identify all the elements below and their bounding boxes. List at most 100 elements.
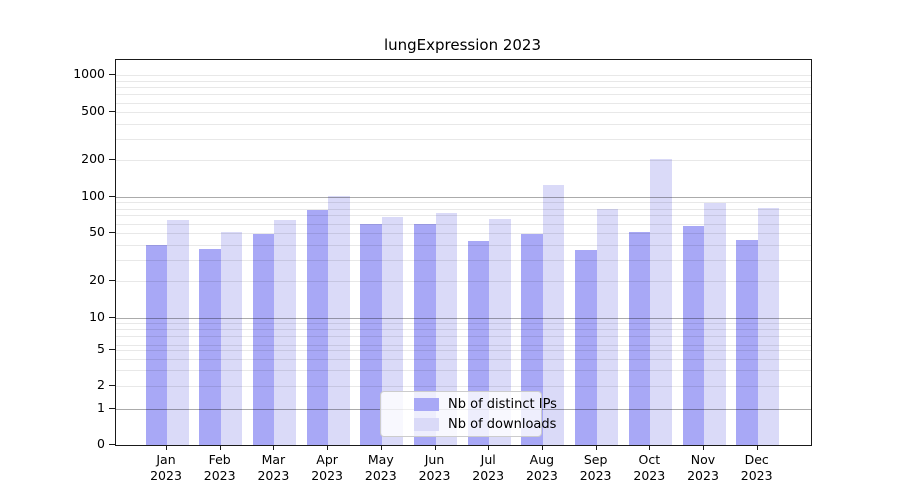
bar-oct-nb-of-distinct-ips [628,232,651,445]
y-gridline-minor [116,349,811,351]
x-tick-label: Jan 2023 [150,452,182,483]
bar-may-nb-of-downloads [381,217,404,445]
x-tick-mark [595,445,597,450]
bar-mar-nb-of-downloads [274,220,296,445]
y-tick-mark [109,111,115,113]
y-tick-label: 200 [81,151,105,167]
x-tick-mark [488,445,490,450]
y-gridline-minor [116,281,811,283]
y-tick-label: 2 [97,377,105,392]
y-tick-mark [109,444,115,445]
y-tick-mark [109,159,115,161]
x-tick-mark [434,445,436,450]
bar-nov-nb-of-distinct-ips [682,226,704,445]
x-tick-label: Dec 2023 [740,452,773,483]
y-tick-mark [109,385,115,386]
x-tick-label: Aug 2023 [525,452,558,483]
bar-dec-nb-of-distinct-ips [736,239,758,445]
x-tick-label: Sep 2023 [579,452,612,483]
y-tick-label: 1 [97,399,105,415]
y-gridline-minor [116,123,811,125]
y-gridline-major [116,196,811,198]
bar-dec-nb-of-downloads [757,208,780,445]
bar-jul-nb-of-downloads [489,218,511,445]
x-tick-label: May 2023 [364,452,397,483]
x-tick-label: Oct 2023 [633,452,666,483]
y-tick-label: 20 [89,272,105,288]
y-tick-mark [109,74,115,75]
y-tick-mark [109,232,115,234]
x-tick-mark [541,445,543,450]
y-gridline-minor [116,94,811,96]
x-tick-label: Jul 2023 [472,452,505,483]
y-gridline-minor [116,81,811,83]
x-tick-label: Feb 2023 [203,452,236,483]
y-tick-label: 50 [89,224,105,240]
y-gridline-minor [116,386,811,387]
y-tick-label: 5 [97,340,105,356]
bar-jan-nb-of-distinct-ips [145,244,167,445]
legend-item-distinct-ips: Nb of distinct IPs [381,396,557,413]
bar-feb-nb-of-downloads [220,232,243,445]
bar-sep-nb-of-downloads [596,209,619,445]
y-gridline-minor [116,233,811,235]
x-tick-label: Jun 2023 [418,452,451,483]
x-tick-mark [380,445,382,450]
y-gridline-minor [116,112,811,114]
legend-swatch-downloads [414,417,439,431]
legend-item-downloads: Nb of downloads [381,416,556,433]
bar-oct-nb-of-downloads [650,159,672,445]
x-tick-mark [327,445,329,450]
y-gridline-minor [116,102,811,104]
y-gridline-major [116,317,811,319]
y-gridline-minor [116,223,811,225]
y-tick-label: 0 [97,436,105,451]
y-tick-label: 1000 [73,66,105,81]
y-gridline-minor [116,336,811,338]
y-gridline-minor [116,323,811,325]
bar-jan-nb-of-downloads [167,220,189,445]
bar-nov-nb-of-downloads [704,203,726,445]
x-tick-mark [219,445,221,450]
bar-sep-nb-of-distinct-ips [575,250,597,445]
y-gridline-minor [116,202,811,204]
legend-label-downloads: Nb of downloads [448,416,557,432]
y-gridline-minor [116,329,811,331]
x-tick-mark [703,445,704,450]
bar-mar-nb-of-distinct-ips [252,234,275,445]
x-tick-label: Mar 2023 [257,452,290,483]
y-tick-mark [109,407,115,409]
x-tick-label: Nov 2023 [687,452,719,483]
legend: Nb of distinct IPs Nb of downloads [380,391,557,437]
x-tick-mark [649,445,651,450]
legend-label-distinct-ips: Nb of distinct IPs [448,396,557,412]
y-gridline-minor [116,160,811,162]
y-tick-mark [109,195,115,197]
bar-apr-nb-of-downloads [328,196,350,445]
bar-jun-nb-of-distinct-ips [414,223,436,445]
y-tick-label: 10 [89,308,105,324]
y-tick-mark [109,316,115,318]
bar-apr-nb-of-distinct-ips [306,210,329,445]
bar-feb-nb-of-distinct-ips [199,248,221,445]
x-tick-label: Apr 2023 [311,452,343,483]
y-gridline-minor [116,75,811,76]
y-gridline-minor [116,208,811,210]
y-gridline-minor [116,244,811,246]
y-tick-mark [109,348,115,350]
y-tick-label: 500 [81,103,105,119]
y-tick-mark [109,280,115,282]
y-gridline-minor [116,215,811,217]
y-gridline-minor [116,358,811,360]
y-gridline-minor [116,87,811,89]
bar-aug-nb-of-downloads [542,185,565,445]
bar-may-nb-of-distinct-ips [360,224,382,445]
y-gridline-minor [116,260,811,261]
y-gridline-minor [116,139,811,140]
bar-jun-nb-of-downloads [435,212,457,445]
y-tick-label: 100 [81,187,105,203]
x-tick-mark [273,445,275,450]
x-tick-mark [166,445,167,450]
y-gridline-minor [116,370,811,371]
